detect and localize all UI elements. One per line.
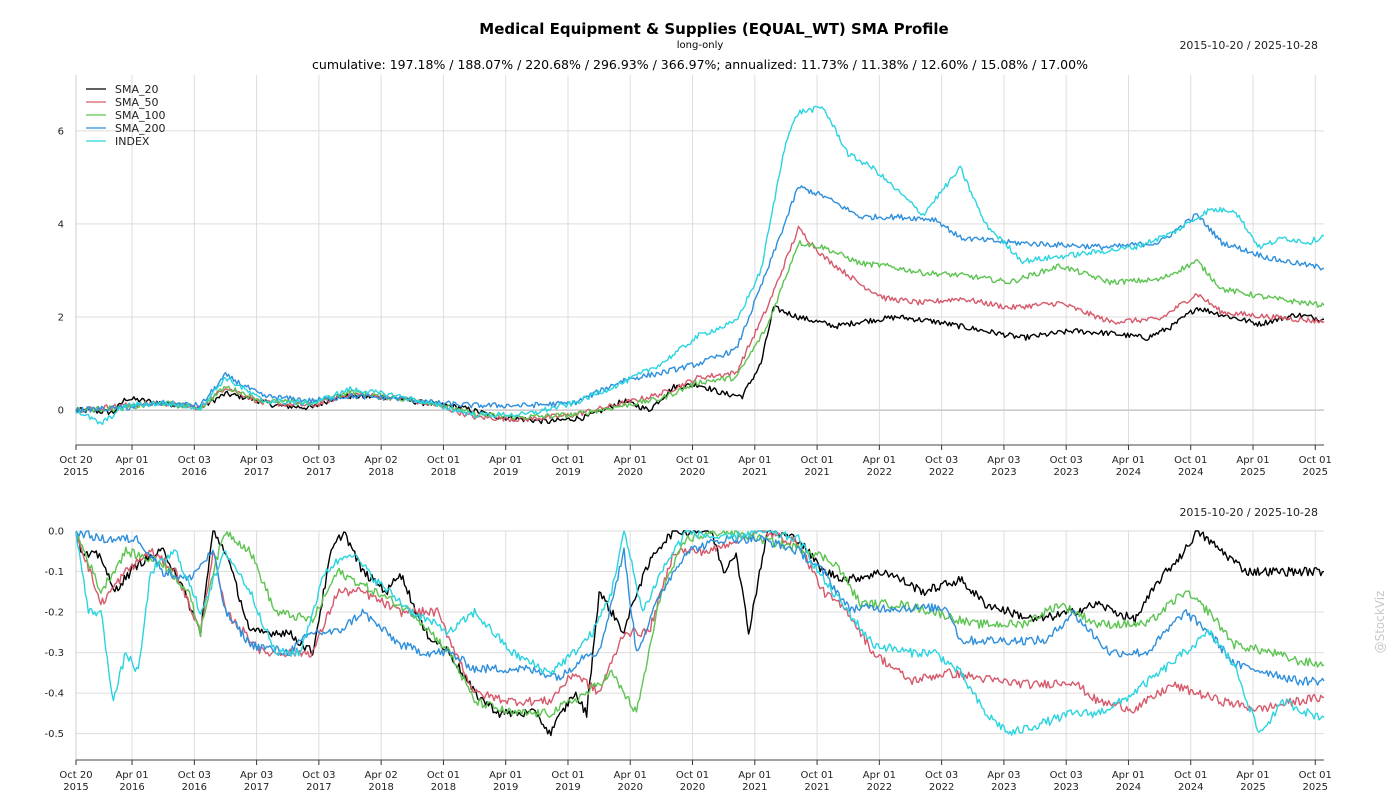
x-tick-label: Apr 03 2023 bbox=[987, 455, 1020, 478]
x-tick-label: Oct 01 2021 bbox=[800, 770, 833, 793]
x-tick-label: Oct 01 2021 bbox=[800, 455, 833, 478]
x-tick-label: Apr 01 2025 bbox=[1236, 455, 1269, 478]
series-line-sma-20 bbox=[75, 530, 1325, 737]
x-tick-label: Apr 01 2019 bbox=[489, 770, 522, 793]
x-tick-label: Oct 01 2019 bbox=[551, 770, 584, 793]
x-tick-label: Oct 03 2017 bbox=[302, 455, 335, 478]
x-tick-label: Oct 03 2023 bbox=[1050, 455, 1083, 478]
series-line-sma-100 bbox=[75, 530, 1325, 718]
x-tick-label: Apr 02 2018 bbox=[365, 455, 398, 478]
legend-label: SMA_200 bbox=[115, 122, 166, 135]
x-tick-label: Apr 01 2019 bbox=[489, 455, 522, 478]
y-tick-label: -0.3 bbox=[44, 648, 64, 659]
y-tick-label: -0.4 bbox=[44, 689, 64, 700]
y-tick-label: -0.5 bbox=[44, 729, 64, 740]
x-tick-label: Oct 01 2019 bbox=[551, 455, 584, 478]
x-tick-label: Oct 20 2015 bbox=[59, 770, 92, 793]
x-tick-label: Apr 03 2017 bbox=[240, 770, 273, 793]
x-tick-label: Apr 03 2023 bbox=[987, 770, 1020, 793]
y-tick-label: 6 bbox=[58, 126, 64, 137]
x-tick-label: Oct 01 2018 bbox=[427, 770, 460, 793]
x-tick-label: Apr 01 2024 bbox=[1112, 770, 1145, 793]
x-tick-label: Apr 01 2024 bbox=[1112, 455, 1145, 478]
series-line-sma-20 bbox=[75, 305, 1325, 425]
x-tick-label: Oct 01 2018 bbox=[427, 455, 460, 478]
x-tick-label: Oct 01 2025 bbox=[1299, 770, 1332, 793]
series-line-sma-50 bbox=[75, 530, 1325, 714]
x-tick-label: Apr 01 2020 bbox=[614, 770, 647, 793]
x-tick-label: Apr 01 2021 bbox=[738, 770, 771, 793]
date-range-bottom: 2015-10-20 / 2025-10-28 bbox=[1179, 506, 1318, 519]
y-tick-label: 0 bbox=[58, 406, 64, 417]
series-line-index bbox=[75, 105, 1325, 426]
x-tick-label: Oct 01 2020 bbox=[676, 455, 709, 478]
drawdowns-panel: Oct 20 2015 Apr 01 2016 Oct 03 2016 Apr 03 2017… bbox=[44, 527, 1331, 794]
x-tick-label: Oct 20 2015 bbox=[59, 455, 92, 478]
y-tick-label: -0.1 bbox=[44, 567, 64, 578]
x-tick-label: Apr 01 2022 bbox=[863, 455, 896, 478]
series-line-sma-50 bbox=[75, 225, 1325, 423]
legend-label: INDEX bbox=[115, 135, 150, 148]
chart-title: Medical Equipment & Supplies (EQUAL_WT) … bbox=[479, 20, 948, 38]
series-line-sma-100 bbox=[75, 239, 1325, 420]
watermark: @StockViz bbox=[1373, 591, 1387, 654]
x-tick-label: Apr 01 2016 bbox=[115, 770, 148, 793]
x-tick-label: Oct 03 2022 bbox=[925, 770, 958, 793]
x-tick-label: Oct 03 2023 bbox=[1050, 770, 1083, 793]
x-tick-label: Oct 03 2022 bbox=[925, 455, 958, 478]
series-line-sma-200 bbox=[75, 185, 1325, 413]
series-line-index bbox=[75, 530, 1325, 736]
x-tick-label: Apr 01 2016 bbox=[115, 455, 148, 478]
y-tick-label: 2 bbox=[58, 313, 64, 324]
legend-label: SMA_50 bbox=[115, 96, 159, 109]
legend-label: SMA_100 bbox=[115, 109, 166, 122]
x-tick-label: Oct 01 2024 bbox=[1174, 455, 1207, 478]
y-tick-label: 0.0 bbox=[48, 527, 64, 538]
x-tick-label: Apr 01 2020 bbox=[614, 455, 647, 478]
x-tick-label: Oct 03 2016 bbox=[178, 770, 211, 793]
x-tick-label: Oct 03 2016 bbox=[178, 455, 211, 478]
x-tick-label: Oct 01 2024 bbox=[1174, 770, 1207, 793]
x-tick-label: Oct 01 2020 bbox=[676, 770, 709, 793]
x-tick-label: Apr 01 2022 bbox=[863, 770, 896, 793]
x-tick-label: Apr 02 2018 bbox=[365, 770, 398, 793]
series-line-sma-200 bbox=[75, 530, 1325, 686]
x-tick-label: Oct 03 2017 bbox=[302, 770, 335, 793]
x-tick-label: Apr 01 2021 bbox=[738, 455, 771, 478]
chart-subtitle: long-only bbox=[677, 40, 724, 51]
cumulative-returns-panel: Oct 20 2015 Apr 01 2016 Oct 03 2016 Apr 03 2017… bbox=[58, 75, 1332, 478]
y-tick-label: -0.2 bbox=[44, 608, 64, 619]
x-tick-label: Oct 01 2025 bbox=[1299, 455, 1332, 478]
legend-label: SMA_20 bbox=[115, 83, 159, 96]
x-tick-label: Apr 03 2017 bbox=[240, 455, 273, 478]
date-range-top: 2015-10-20 / 2025-10-28 bbox=[1179, 39, 1318, 52]
x-tick-label: Apr 01 2025 bbox=[1236, 770, 1269, 793]
y-tick-label: 4 bbox=[58, 219, 64, 230]
stats-line: cumulative: 197.18% / 188.07% / 220.68% … bbox=[312, 57, 1088, 72]
